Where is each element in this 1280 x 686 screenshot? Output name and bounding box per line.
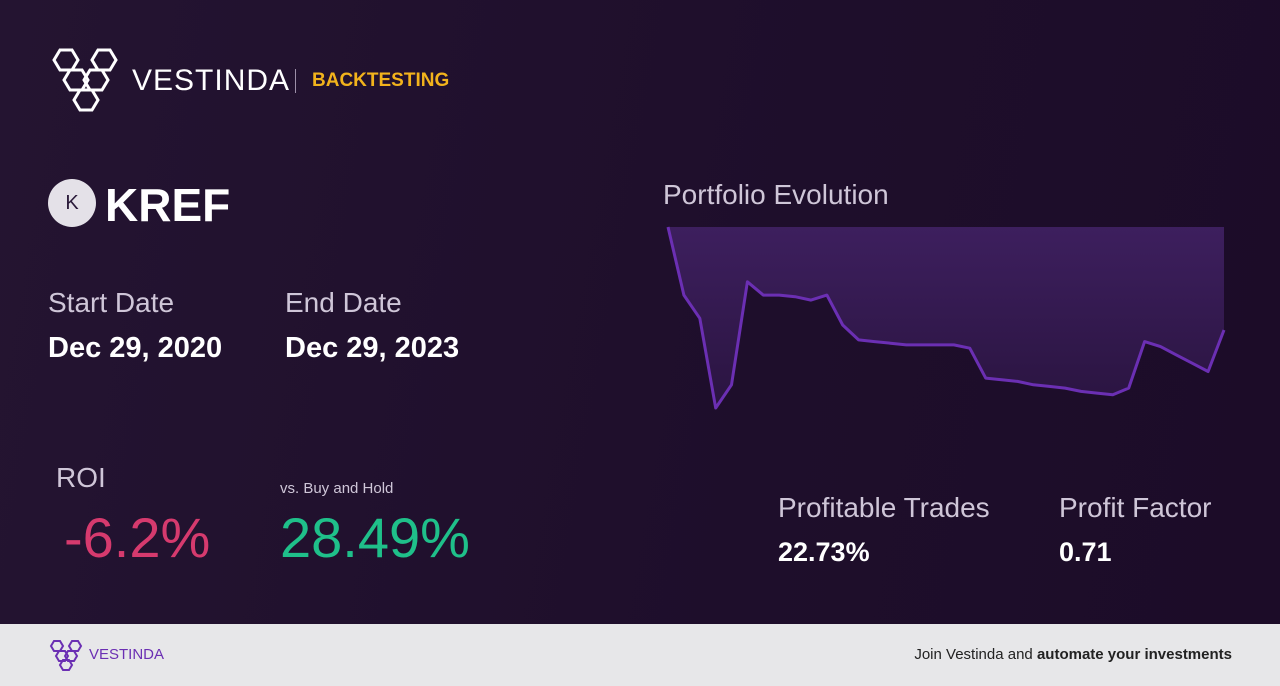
factor-value: 0.71 — [1059, 537, 1112, 567]
footer-brand: VESTINDA — [89, 646, 165, 663]
trades-value: 22.73% — [778, 537, 870, 567]
footer-logo — [49, 640, 83, 671]
roi-label: ROI — [56, 462, 106, 493]
brand: VESTINDA — [132, 64, 291, 97]
end-date: Dec 29, 2023 — [285, 332, 460, 364]
trades-label: Profitable Trades — [778, 492, 990, 523]
divider — [295, 69, 296, 93]
section: BACKTESTING — [312, 70, 450, 91]
ticker: KREF — [105, 179, 231, 231]
chart-title: Portfolio Evolution — [663, 179, 889, 210]
area — [668, 227, 1224, 408]
ticker-icon: K — [48, 179, 96, 227]
cta-text: Join Vestinda and — [914, 646, 1033, 663]
roi-value: -6.2% — [64, 506, 211, 569]
footer: VESTINDA Join Vestinda and automate your… — [0, 624, 1280, 686]
cta-bold: automate your investments — [1036, 646, 1232, 663]
end-label: End Date — [285, 287, 402, 318]
logo — [52, 48, 118, 112]
start-date: Dec 29, 2020 — [48, 332, 223, 364]
line — [666, 226, 1226, 410]
start-label: Start Date — [48, 287, 175, 318]
compare-value: 28.49% — [280, 506, 470, 569]
factor-label: Profit Factor — [1059, 492, 1212, 523]
footer-cta: Join Vestinda and automate your investme… — [914, 646, 1232, 663]
compare-label: vs. Buy and Hold — [280, 480, 394, 497]
chart — [666, 226, 1226, 410]
